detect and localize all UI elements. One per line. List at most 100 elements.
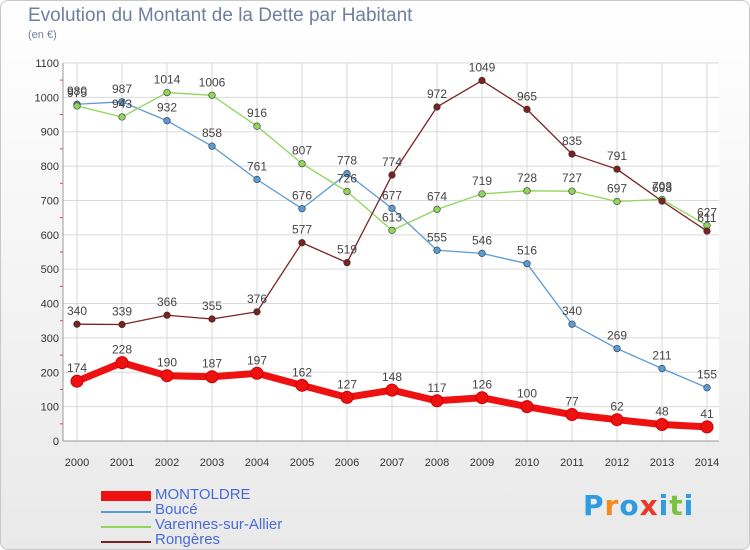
data-label: 778 [337,154,357,168]
data-point [163,117,171,125]
data-point [388,171,396,179]
logo-letter: t [669,489,684,522]
x-tick-label: 2003 [200,457,224,469]
data-label: 555 [427,230,447,244]
x-tick-label: 2010 [515,457,539,469]
data-point [433,205,441,213]
data-label: 916 [247,106,267,120]
data-point [340,390,354,404]
chart-subtitle: (en €) [28,29,57,41]
data-label: 613 [382,210,402,224]
data-point [208,315,216,323]
data-label: 577 [292,223,312,237]
data-label: 719 [472,174,492,188]
data-label: 340 [562,304,582,318]
y-tick-label: 200 [41,367,59,379]
data-label: 197 [247,353,267,367]
logo-letter: P [583,489,605,522]
x-tick-label: 2011 [560,457,584,469]
data-point [253,308,261,316]
x-tick-label: 2001 [110,457,134,469]
data-label: 987 [112,82,132,96]
data-point [70,374,84,388]
data-label: 366 [157,295,177,309]
data-point [568,187,576,195]
data-label: 727 [562,171,582,185]
data-label: 1014 [154,73,181,87]
data-point [478,249,486,257]
data-label: 148 [382,370,402,384]
data-label: 211 [652,348,671,362]
data-point [163,88,171,97]
y-tick-label: 0 [53,436,59,448]
x-tick-label: 2006 [335,457,359,469]
data-label: 187 [202,357,222,371]
data-point [115,356,129,370]
data-point [73,102,81,110]
data-label: 627 [697,206,717,220]
data-label: 965 [517,89,537,103]
data-point [433,103,441,111]
data-point [430,394,444,408]
data-point [385,383,399,397]
data-point [208,142,216,150]
y-tick-label: 1000 [35,92,59,104]
logo-letter: r [604,489,620,522]
data-label: 355 [202,299,222,313]
logo-letter: x [639,489,659,522]
y-tick-label: 100 [41,402,59,414]
data-point [343,187,351,196]
data-label: 77 [565,395,579,409]
data-label: 728 [517,171,537,185]
data-point [433,246,441,254]
data-label: 155 [697,368,717,382]
data-label: 1049 [469,61,496,75]
data-label: 127 [337,377,357,391]
data-point [208,91,216,99]
data-label: 62 [610,400,624,414]
x-tick-label: 2008 [425,457,449,469]
data-point [478,76,486,85]
legend-swatch [101,491,151,501]
x-tick-label: 2013 [650,457,674,469]
legend-label: Rongères [155,531,221,548]
data-point [298,160,306,168]
data-label: 835 [562,134,582,148]
data-point [478,190,486,198]
x-tick-label: 2002 [155,457,179,469]
data-point [298,239,306,247]
x-tick-label: 2007 [380,457,404,469]
data-label: 376 [247,292,267,306]
chart-title: Evolution du Montant de la Dette par Hab… [28,5,413,26]
logo-letter: i [658,489,670,522]
data-label: 980 [67,84,87,98]
data-point [613,344,621,353]
data-label: 761 [247,159,267,173]
data-label: 269 [607,329,627,343]
data-label: 516 [517,244,537,258]
x-tick-label: 2005 [290,457,314,469]
data-point [73,320,81,328]
data-point [163,311,171,319]
data-point [475,391,489,405]
data-point [703,227,711,235]
data-point [613,197,621,206]
data-label: 726 [337,172,357,186]
data-label: 807 [292,144,312,158]
data-point [523,187,531,195]
data-label: 676 [292,189,312,203]
data-point [523,105,531,113]
data-point [565,408,579,422]
logo-letter: o [619,489,640,522]
data-label: 126 [472,378,492,392]
x-tick-label: 2012 [605,457,629,469]
data-label: 117 [427,381,446,395]
data-point [250,366,264,380]
y-tick-label: 900 [41,127,59,139]
data-label: 339 [112,305,132,319]
data-label: 41 [700,407,714,421]
data-label: 519 [337,243,357,257]
x-tick-label: 2009 [470,457,494,469]
